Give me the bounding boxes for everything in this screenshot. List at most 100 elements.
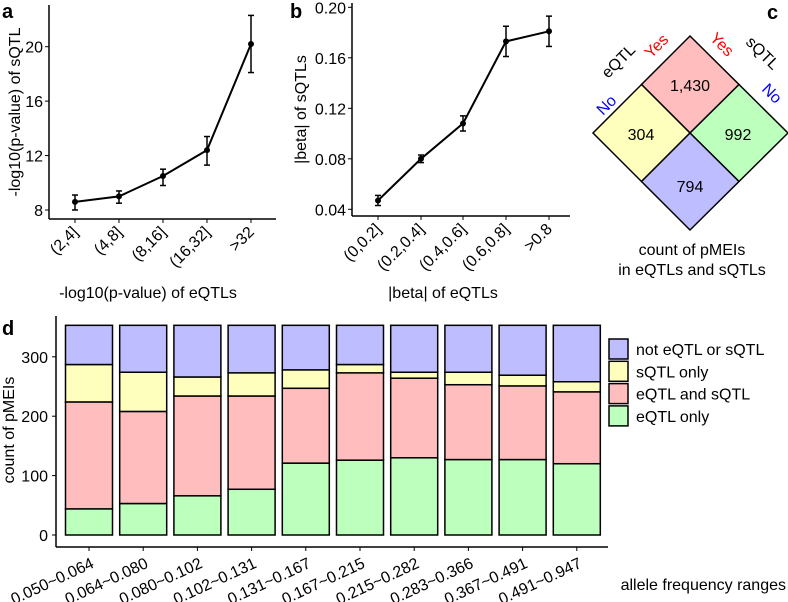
bar-segment-sqtl-only — [444, 371, 493, 386]
cell-neither — [640, 131, 741, 232]
y-tick-label: 0 — [39, 528, 48, 545]
bar-segment-eqtl-only — [281, 462, 331, 536]
bar-segment-not-eqtl-or-sqtl — [118, 324, 168, 373]
data-point — [460, 120, 466, 127]
cell-sqtl-only-value: 304 — [628, 127, 655, 144]
y-tick-label: 100 — [21, 469, 48, 486]
bar-segment-not-eqtl-or-sqtl — [227, 324, 276, 374]
bar-segment-eqtl-only — [498, 458, 547, 536]
bar-segment-eqtl-only — [64, 508, 114, 536]
row-label: eQTL — [599, 41, 639, 81]
x-axis-label: -log10(p-value) of eQTLs — [59, 285, 237, 302]
bar-segment-eqtl-and-sqtl — [227, 395, 276, 491]
legend-label: eQTL only — [636, 409, 709, 426]
bar-segment-eqtl-only — [227, 488, 276, 536]
y-axis-label: -log10(p-value) of sQTL — [7, 27, 24, 196]
legend-swatch — [608, 382, 629, 405]
bar-segment-eqtl-and-sqtl — [64, 401, 114, 510]
bar-segment-not-eqtl-or-sqtl — [64, 324, 114, 366]
legend-label: eQTL and sQTL — [636, 387, 750, 404]
y-tick-label: 20 — [25, 40, 43, 57]
cell-neither-value: 794 — [677, 179, 704, 196]
caption-line-1: count of pMEIs — [639, 242, 746, 259]
y-tick-label: 0.04 — [315, 202, 346, 219]
bar-segment-sqtl-only — [281, 369, 331, 390]
bar-segment-sqtl-only — [64, 363, 114, 403]
bar-segment-not-eqtl-or-sqtl — [335, 324, 385, 366]
panel-label: c — [767, 2, 778, 24]
cell-both-value: 1,430 — [670, 78, 710, 95]
bar-segment-sqtl-only — [552, 380, 602, 393]
bar-segment-not-eqtl-or-sqtl — [389, 324, 439, 373]
legend-swatch — [608, 338, 629, 360]
x-tick-label: (0.6,0.8] — [459, 221, 513, 275]
x-tick-label: (16,32] — [167, 224, 214, 271]
col-label: sQTL — [742, 34, 782, 74]
bar-segment-sqtl-only — [173, 376, 222, 397]
panel-label: a — [2, 1, 14, 23]
bar-segment-eqtl-only — [552, 462, 602, 536]
x-axis-label: allele frequency ranges — [621, 577, 786, 594]
bar-segment-eqtl-and-sqtl — [281, 387, 331, 464]
legend-label: not eQTL or sQTL — [636, 342, 764, 359]
legend-swatch — [608, 405, 629, 427]
cell-eqtl-only-value: 992 — [725, 127, 752, 144]
y-tick-label: 0.08 — [315, 152, 346, 169]
x-tick-label: >0.8 — [521, 221, 555, 255]
x-tick-label: >32 — [227, 224, 258, 255]
data-point — [546, 28, 552, 35]
bar-segment-eqtl-only — [389, 457, 439, 536]
y-tick-label: 16 — [25, 94, 43, 111]
data-point — [375, 197, 381, 204]
bar-segment-eqtl-and-sqtl — [335, 372, 385, 461]
bar-segment-eqtl-and-sqtl — [173, 395, 222, 497]
y-tick-label: 300 — [21, 350, 48, 367]
legend-label: sQTL only — [636, 364, 708, 381]
data-point — [72, 198, 78, 205]
bar-segment-not-eqtl-or-sqtl — [498, 324, 547, 376]
bar-segment-eqtl-and-sqtl — [498, 385, 547, 461]
y-tick-label: 200 — [21, 409, 48, 426]
data-point — [160, 172, 166, 179]
bar-segment-not-eqtl-or-sqtl — [281, 324, 331, 371]
data-point — [503, 38, 509, 45]
col-no-label: No — [758, 81, 785, 108]
x-tick-label: (4,8] — [91, 224, 126, 259]
data-point — [116, 193, 122, 200]
y-tick-label: 8 — [34, 203, 43, 220]
bar-segment-not-eqtl-or-sqtl — [173, 324, 222, 378]
y-tick-label: 0.20 — [315, 0, 346, 17]
bar-segment-sqtl-only — [227, 372, 276, 397]
data-point — [204, 147, 210, 154]
bar-segment-eqtl-only — [444, 458, 493, 536]
y-tick-label: 12 — [25, 149, 43, 166]
bar-segment-eqtl-and-sqtl — [389, 377, 439, 459]
legend-swatch — [608, 360, 629, 383]
x-tick-label: (0.4,0.6] — [416, 221, 470, 275]
y-tick-label: 0.16 — [315, 51, 346, 68]
bar-segment-eqtl-only — [173, 495, 222, 536]
x-tick-label: (8,16] — [129, 224, 170, 265]
y-axis-label: |beta| of sQTLs — [293, 55, 310, 164]
bar-segment-sqtl-only — [498, 374, 547, 387]
y-tick-label: 0.12 — [315, 101, 346, 118]
bar-segment-eqtl-only — [335, 459, 385, 536]
bar-segment-not-eqtl-or-sqtl — [444, 324, 493, 373]
bar-segment-eqtl-only — [118, 502, 168, 536]
bar-segment-sqtl-only — [389, 371, 439, 379]
panel-label: d — [2, 318, 14, 340]
data-point — [248, 40, 254, 47]
bar-segment-sqtl-only — [118, 371, 168, 413]
y-axis-label: count of pMEIs — [1, 377, 18, 484]
bar-segment-eqtl-and-sqtl — [118, 410, 168, 505]
bar-segment-eqtl-and-sqtl — [444, 383, 493, 461]
bar-segment-eqtl-and-sqtl — [552, 391, 602, 465]
bar-segment-sqtl-only — [335, 363, 385, 374]
caption-line-2: in eQTLs and sQTLs — [618, 262, 766, 279]
x-tick-label: (2,4] — [47, 224, 82, 259]
x-axis-label: |beta| of eQTLs — [388, 285, 498, 302]
bar-segment-not-eqtl-or-sqtl — [552, 324, 602, 383]
data-point — [418, 155, 424, 162]
